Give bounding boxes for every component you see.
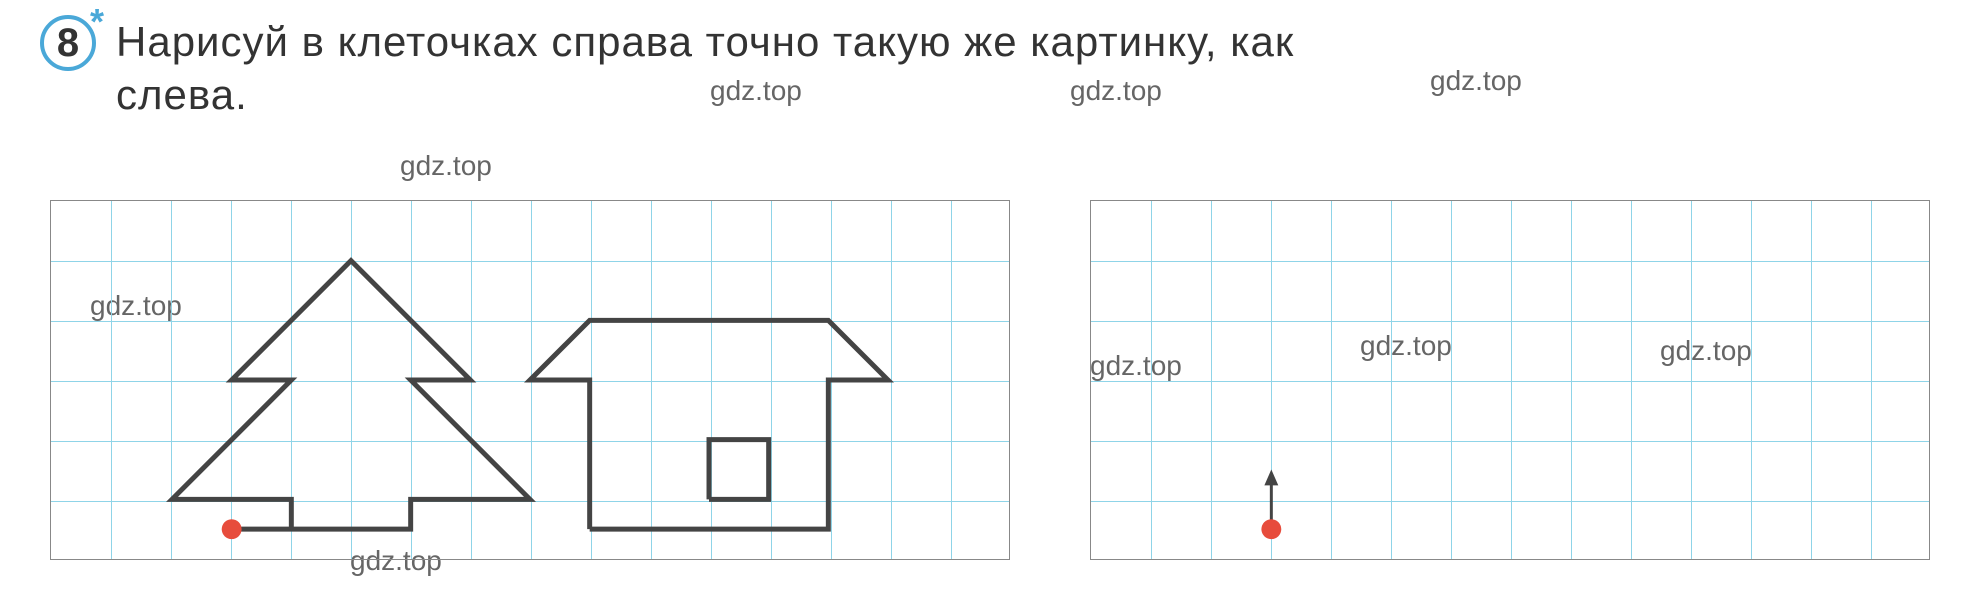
asterisk-icon: * bbox=[90, 1, 104, 43]
problem-number-badge: 8 * bbox=[40, 15, 96, 71]
right-drawing bbox=[1091, 201, 1929, 559]
grid-right bbox=[1090, 200, 1930, 560]
problem-number: 8 bbox=[57, 21, 79, 66]
header-row: 8 * Нарисуй в клеточках справа точно так… bbox=[0, 0, 1979, 71]
instruction-line2: слева. bbox=[0, 71, 1979, 119]
grids-container bbox=[50, 200, 1930, 560]
instruction-line1: Нарисуй в клеточках справа точно такую ж… bbox=[116, 15, 1294, 70]
grid-left bbox=[50, 200, 1010, 560]
left-drawing bbox=[51, 201, 1009, 559]
watermark: gdz.top bbox=[400, 150, 492, 182]
